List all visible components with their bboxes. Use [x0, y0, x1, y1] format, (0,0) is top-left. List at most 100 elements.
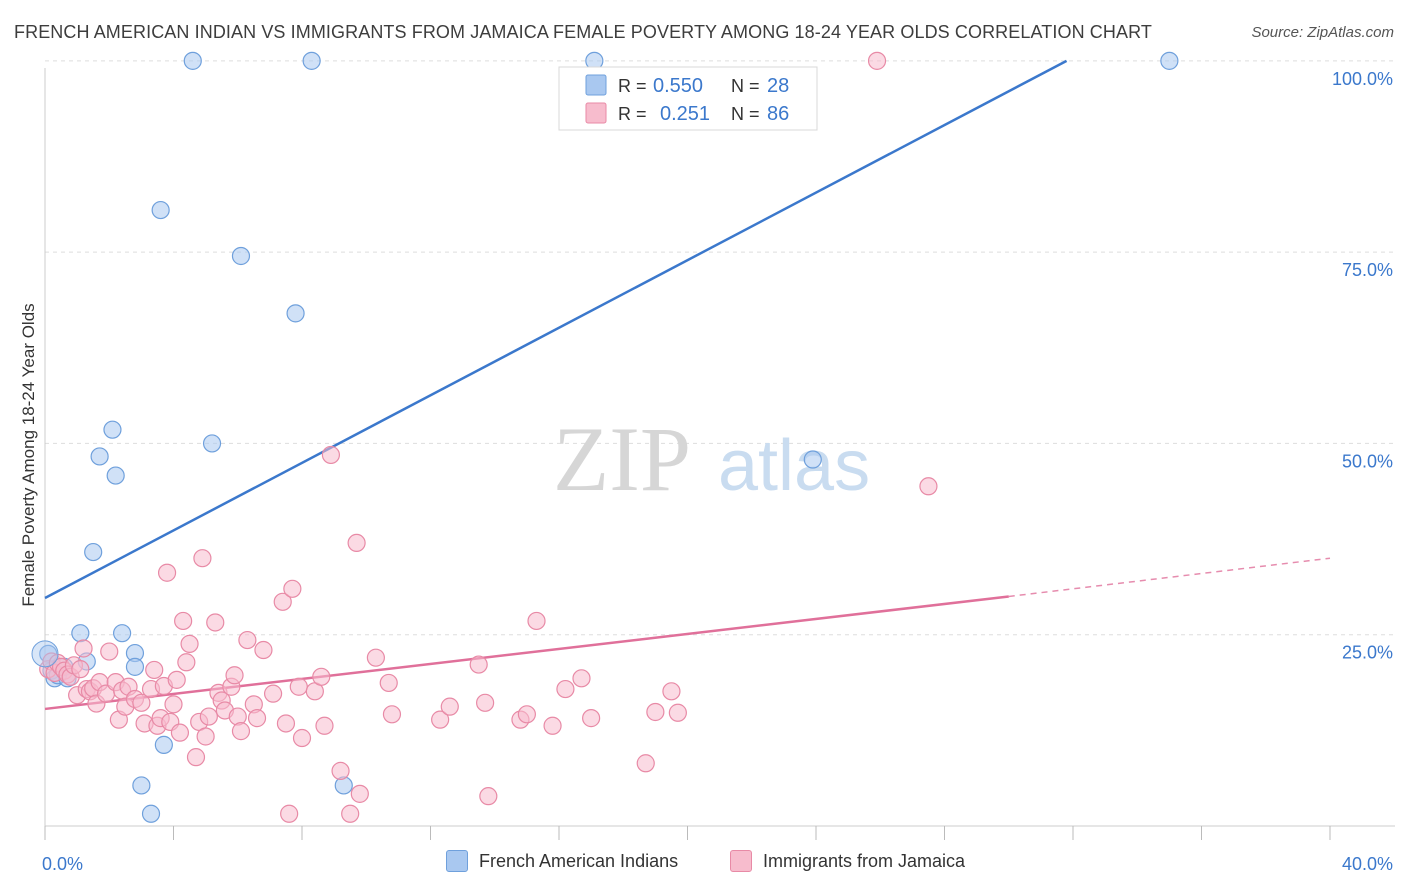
data-point: [145, 660, 164, 680]
data-point: [280, 804, 299, 823]
data-point: [321, 445, 341, 465]
data-point: [582, 709, 601, 728]
y-tick-label: 100.0%: [1332, 69, 1393, 89]
data-point: [366, 648, 385, 667]
data-point: [803, 450, 822, 469]
trend-line-immigrants-from-jamaica: [44, 595, 1009, 711]
data-point: [193, 549, 212, 568]
legend-r-label: R =: [618, 76, 647, 96]
bottom-legend-label: French American Indians: [479, 850, 679, 871]
data-point: [90, 447, 109, 466]
data-point: [177, 653, 196, 672]
grid-layer: [45, 60, 1395, 636]
data-point: [71, 624, 90, 643]
data-point: [527, 611, 546, 631]
data-point: [202, 434, 222, 453]
data-point: [636, 754, 655, 773]
data-point: [157, 563, 177, 582]
data-point: [132, 776, 151, 795]
data-point: [132, 693, 151, 712]
legend-r-value: 0.251: [660, 103, 710, 125]
data-point: [662, 682, 681, 701]
data-point: [1160, 51, 1179, 70]
chart-title: FRENCH AMERICAN INDIAN VS IMMIGRANTS FRO…: [14, 22, 1152, 42]
points-layer: [31, 51, 1179, 823]
data-point: [867, 51, 887, 70]
legend-n-value: 86: [767, 103, 789, 125]
watermark-atlas: atlas: [718, 426, 870, 506]
data-point: [206, 613, 225, 632]
data-point: [315, 716, 334, 735]
bottom-legend-label: Immigrants from Jamaica: [763, 850, 966, 871]
data-point: [331, 761, 350, 781]
data-point: [556, 679, 575, 699]
trend-line-french-american-indians: [44, 59, 1068, 600]
source-label: Source: ZipAtlas.com: [1251, 24, 1394, 41]
bottom-legend-item-french-american-indians: French American Indians: [446, 850, 678, 872]
data-point: [572, 669, 591, 688]
y-axis-label: Female Poverty Among 18-24 Year Olds: [19, 303, 38, 606]
data-point: [84, 542, 103, 562]
data-point: [164, 695, 183, 714]
data-point: [273, 592, 292, 611]
data-point: [183, 51, 202, 70]
legend-box: R = 0.550 N = 28 R = 0.251 N = 86: [558, 66, 818, 131]
data-point: [125, 657, 145, 676]
data-point: [141, 804, 161, 823]
data-point-cluster: [31, 640, 59, 668]
y-tick-label: 75.0%: [1342, 260, 1393, 280]
data-point: [919, 477, 938, 496]
legend-r-label: R =: [618, 104, 647, 124]
data-point: [180, 634, 199, 653]
legend-swatch-immigrants-from-jamaica: [585, 102, 607, 124]
data-point: [170, 723, 190, 742]
data-point: [517, 705, 536, 724]
data-point: [112, 624, 132, 643]
data-point: [100, 642, 119, 661]
data-point: [341, 804, 360, 823]
axis-layer: 25.0% 50.0% 75.0% 100.0% 0.0% 40.0%: [42, 68, 1395, 874]
data-point: [292, 728, 312, 748]
y-tick-label: 25.0%: [1342, 643, 1393, 663]
legend-swatch-blue: [446, 850, 468, 872]
legend-r-value: 0.550: [653, 75, 703, 97]
data-point: [543, 716, 562, 735]
data-point: [225, 666, 244, 685]
data-point: [196, 727, 215, 746]
data-point: [71, 660, 90, 679]
data-point: [289, 677, 308, 696]
data-point: [231, 722, 251, 741]
watermark-zip: ZIP: [553, 408, 691, 510]
data-point: [231, 246, 251, 266]
trend-line-extension-immigrants-from-jamaica: [1008, 557, 1331, 598]
data-point: [431, 710, 450, 729]
legend-n-value: 28: [767, 75, 789, 97]
data-point: [440, 697, 459, 716]
data-point: [74, 639, 93, 658]
bottom-legend-item-immigrants-from-jamaica: Immigrants from Jamaica: [730, 850, 965, 872]
legend-n-label: N =: [731, 76, 760, 96]
data-point: [263, 684, 283, 703]
data-point: [283, 579, 302, 598]
data-point: [379, 673, 398, 693]
data-point: [286, 304, 305, 323]
y-tick-label: 50.0%: [1342, 451, 1393, 471]
data-point: [302, 51, 321, 70]
data-point: [382, 705, 402, 724]
data-point: [186, 748, 206, 767]
x-tick-label: 0.0%: [42, 854, 83, 874]
data-point: [167, 670, 186, 689]
x-tick-label: 40.0%: [1342, 854, 1393, 874]
data-point: [154, 735, 173, 754]
data-point: [479, 787, 498, 806]
data-point: [668, 703, 687, 722]
data-point: [469, 655, 488, 674]
data-point: [476, 693, 495, 712]
data-point: [350, 784, 369, 803]
data-point: [106, 466, 125, 485]
data-point: [646, 702, 665, 722]
legend-n-label: N =: [731, 104, 760, 124]
data-point: [312, 667, 331, 686]
series-immigrants-from-jamaica: [39, 51, 938, 823]
